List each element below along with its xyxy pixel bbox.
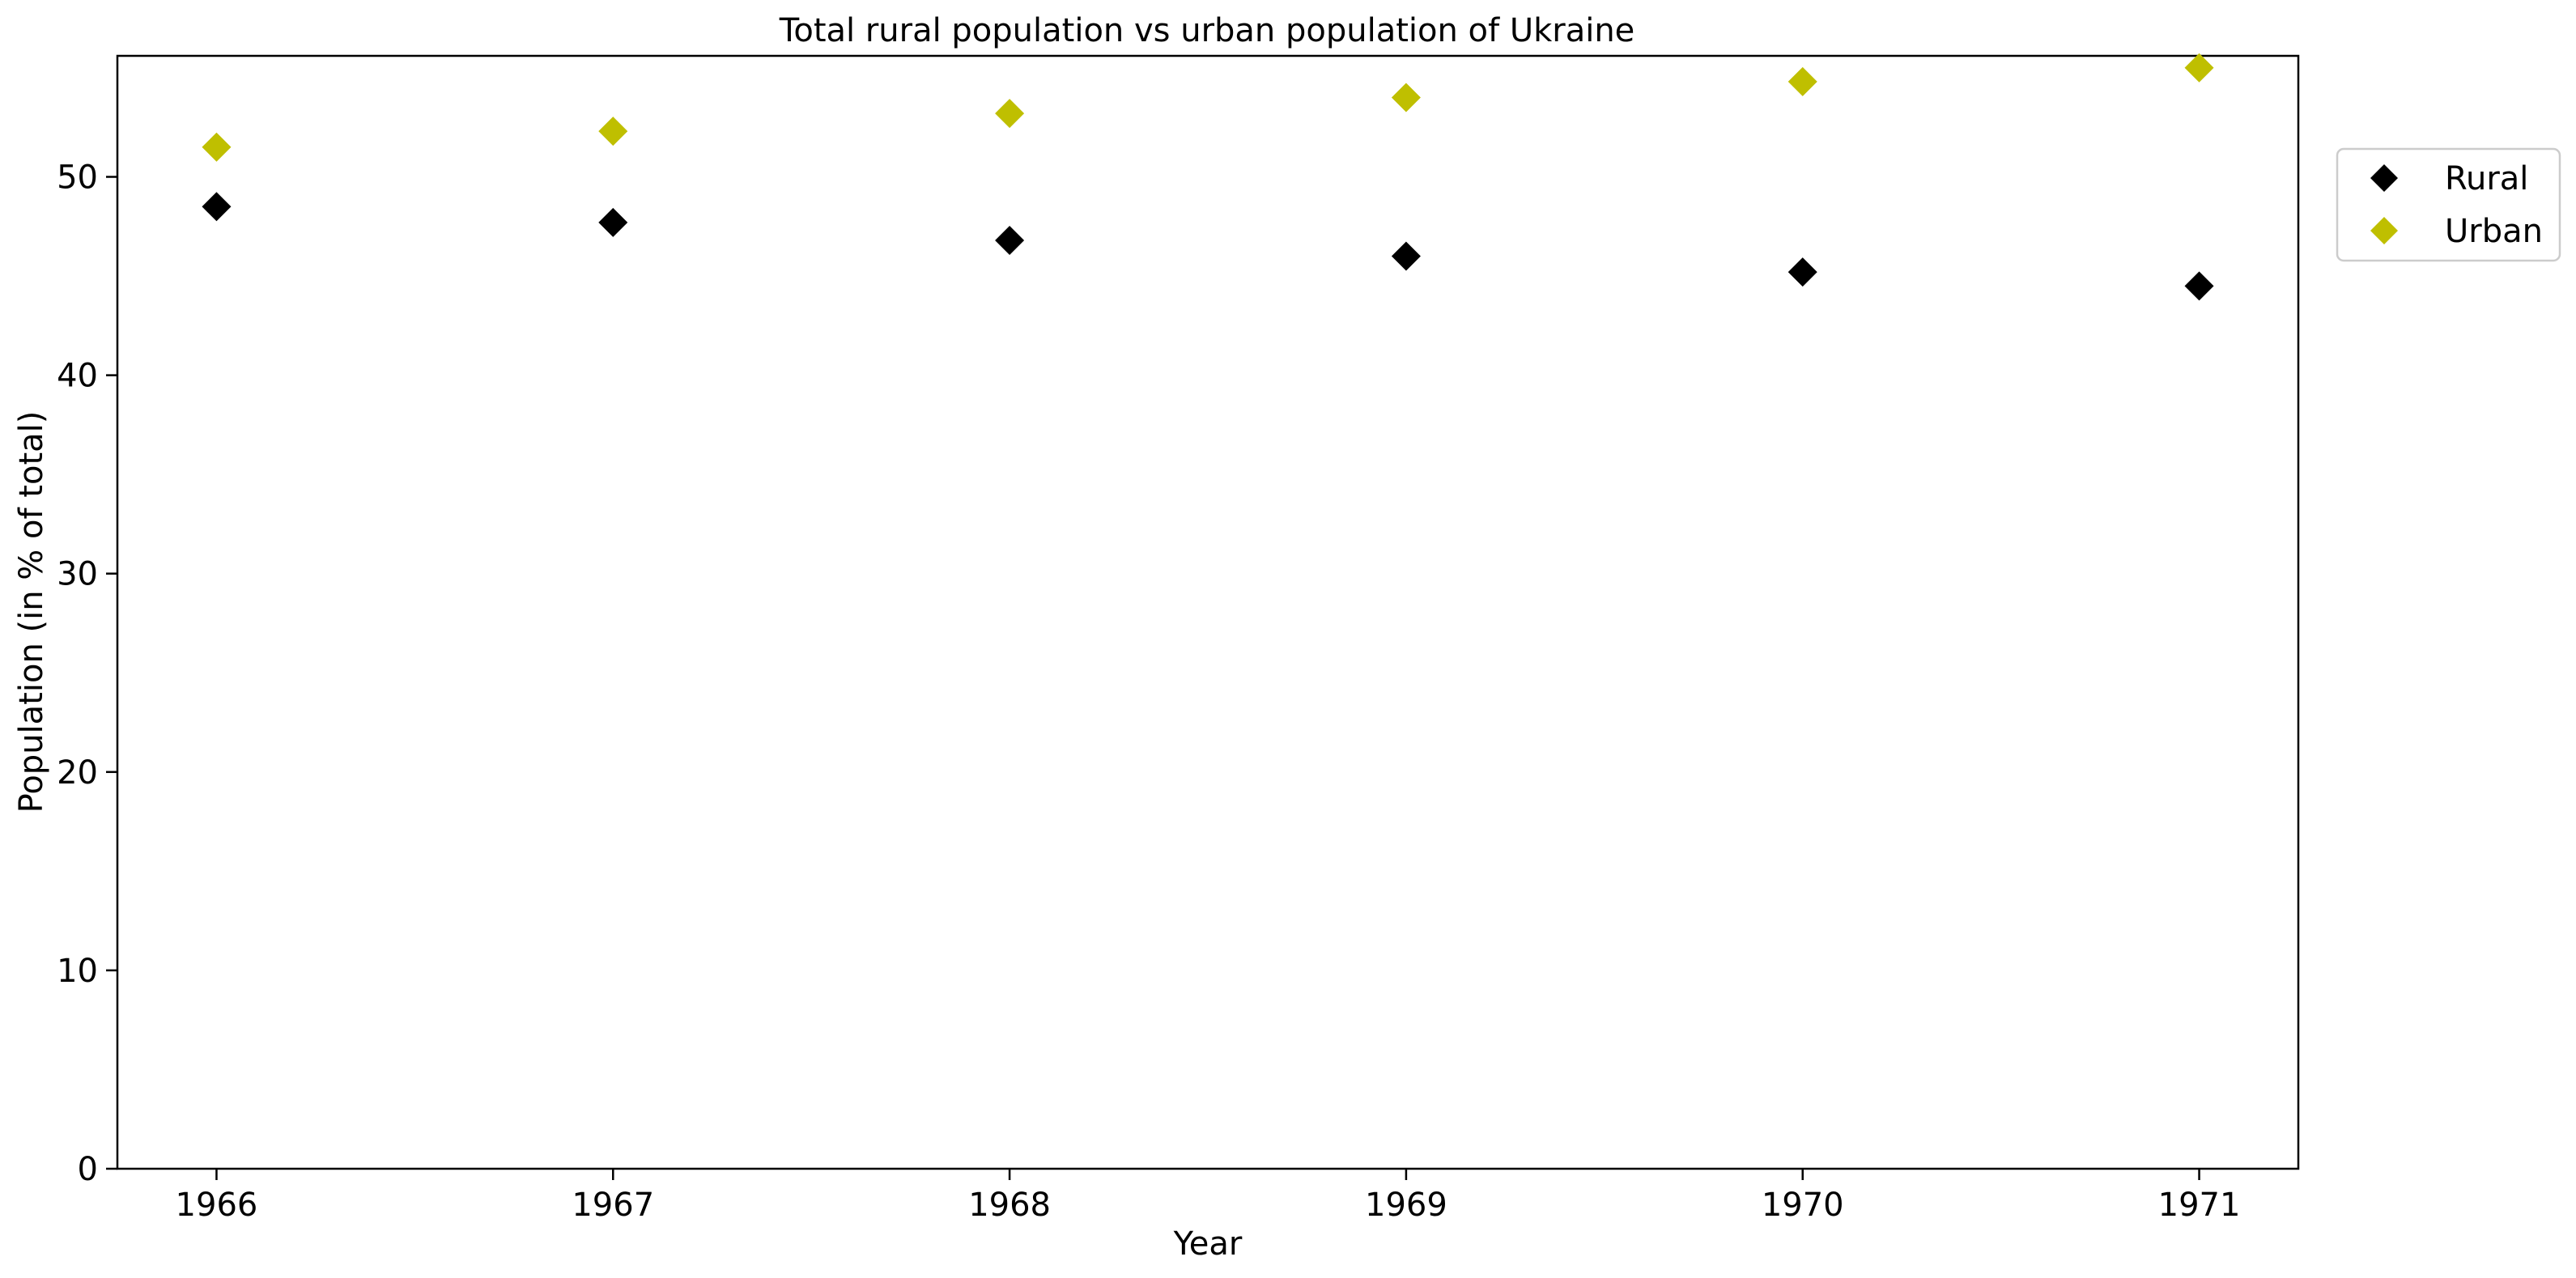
x-tick-label: 1970 <box>1762 1187 1844 1224</box>
y-tick-label: 0 <box>78 1151 98 1188</box>
legend-marker-rural <box>2370 164 2398 192</box>
data-point-urban <box>202 132 232 162</box>
data-point-rural <box>1391 241 1421 271</box>
data-point-urban <box>1391 83 1421 113</box>
legend: Rural Urban <box>2336 147 2561 262</box>
data-point-urban <box>2184 53 2214 83</box>
data-point-rural <box>2184 271 2214 301</box>
legend-label-rural: Rural <box>2445 160 2528 197</box>
y-axis-title: Population (in % of total) <box>13 411 50 813</box>
data-points <box>202 53 2214 301</box>
y-tick-label: 30 <box>57 556 98 593</box>
data-point-rural <box>598 207 628 237</box>
x-tick-label: 1969 <box>1365 1187 1447 1224</box>
data-point-rural <box>202 192 232 222</box>
y-tick-label: 10 <box>57 953 98 990</box>
y-tick-label: 50 <box>57 159 98 197</box>
data-point-rural <box>995 225 1025 255</box>
x-tick-label: 1966 <box>176 1187 258 1224</box>
plot-area <box>116 54 2300 1170</box>
x-tick-label: 1971 <box>2158 1187 2241 1224</box>
x-axis-title: Year <box>1173 1225 1243 1263</box>
x-tick-label: 1967 <box>572 1187 654 1224</box>
data-point-urban <box>995 99 1025 129</box>
data-point-urban <box>598 117 628 146</box>
legend-label-urban: Urban <box>2445 213 2543 250</box>
legend-marker-urban <box>2370 217 2398 244</box>
chart-title: Total rural population vs urban populati… <box>779 12 1635 49</box>
y-tick-label: 20 <box>57 754 98 792</box>
x-axis: 1966 1967 1968 1969 1970 1971 <box>176 1169 2241 1224</box>
y-axis: 0 10 20 30 40 50 <box>57 159 117 1188</box>
data-point-urban <box>1787 66 1817 96</box>
x-tick-label: 1968 <box>968 1187 1051 1224</box>
y-tick-label: 40 <box>57 358 98 395</box>
data-point-rural <box>1787 257 1817 287</box>
